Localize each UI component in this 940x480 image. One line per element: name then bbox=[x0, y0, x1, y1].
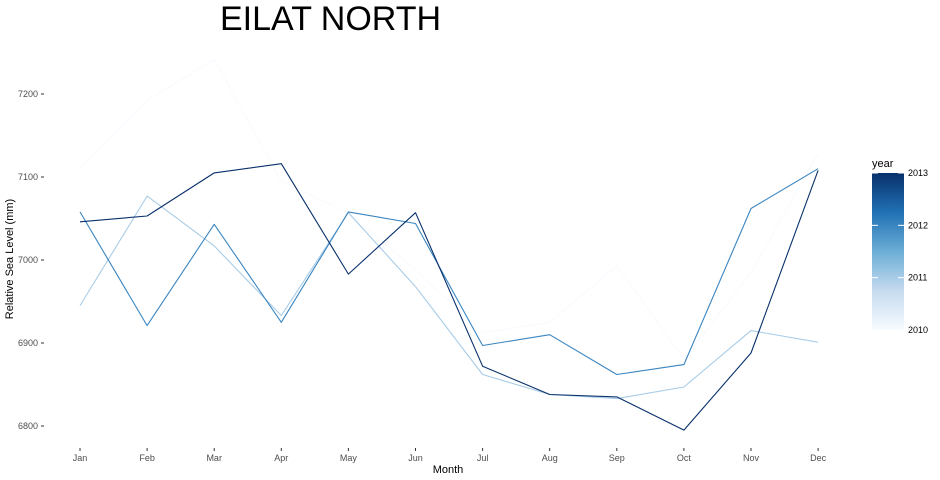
x-tick-label: Sep bbox=[609, 453, 625, 463]
x-tick-label: Apr bbox=[274, 453, 288, 463]
x-tick-label: Nov bbox=[743, 453, 760, 463]
y-tick-label: 6800 bbox=[18, 421, 38, 431]
series-line-2010 bbox=[79, 58, 819, 361]
x-axis-title: Month bbox=[433, 464, 464, 476]
y-tick-label: 7000 bbox=[18, 255, 38, 265]
series-layer bbox=[79, 58, 819, 431]
x-tick-label: Feb bbox=[139, 453, 155, 463]
y-tick-label: 7200 bbox=[18, 89, 38, 99]
legend-tick-label: 2011 bbox=[908, 273, 927, 283]
legend-colorbar bbox=[872, 173, 904, 330]
legend-tick-label: 2013 bbox=[908, 168, 928, 178]
legend-tick-label: 2010 bbox=[908, 325, 928, 335]
x-tick-label: Jan bbox=[73, 453, 88, 463]
legend-tick-label: 2012 bbox=[908, 220, 928, 230]
legend: year 2010 2011 2012 2013 bbox=[872, 158, 928, 335]
series-line-2012 bbox=[79, 168, 819, 376]
x-tick-label: Aug bbox=[542, 453, 558, 463]
x-tick-label: Jul bbox=[477, 453, 489, 463]
x-tick-label: Jun bbox=[408, 453, 423, 463]
chart-title: EILAT NORTH bbox=[220, 0, 441, 38]
x-tick-label: May bbox=[340, 453, 358, 463]
x-axis: Jan Feb Mar Apr May Jun Jul Aug Sep Oct Nov Dec bbox=[73, 448, 827, 463]
y-tick-label: 7100 bbox=[18, 172, 38, 182]
legend-title: year bbox=[872, 158, 894, 170]
series-line-2013 bbox=[79, 163, 819, 431]
y-tick-label: 6900 bbox=[18, 338, 38, 348]
y-axis-title: Relative Sea Level (mm) bbox=[4, 199, 16, 319]
series-line-2011 bbox=[79, 195, 819, 400]
x-tick-label: Oct bbox=[677, 453, 692, 463]
y-axis: 6800 6900 7000 7100 7200 bbox=[18, 89, 44, 431]
x-tick-label: Dec bbox=[810, 453, 827, 463]
x-tick-label: Mar bbox=[206, 453, 222, 463]
